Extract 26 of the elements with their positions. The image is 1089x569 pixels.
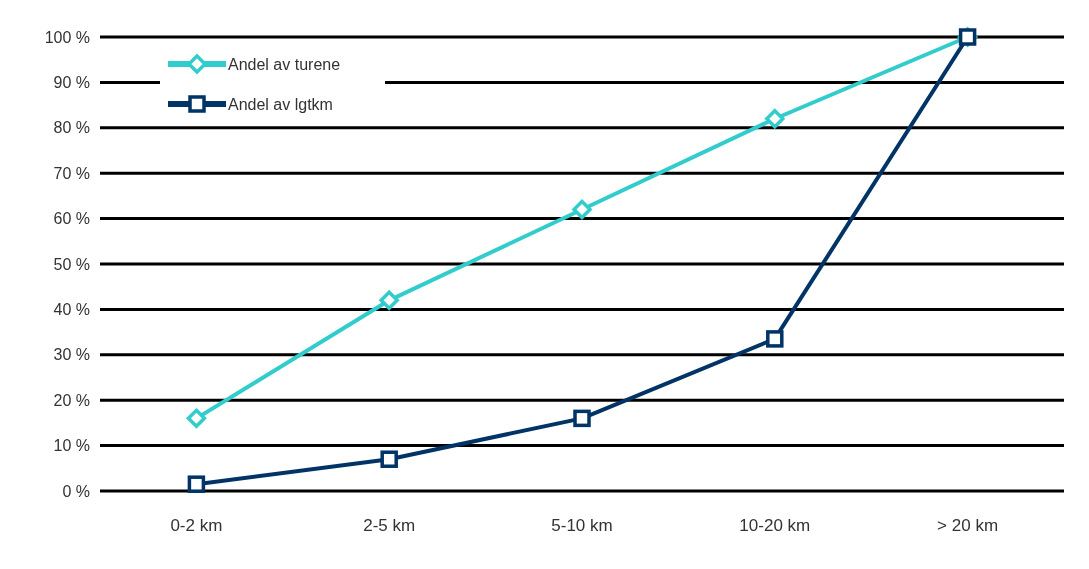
x-tick-label: > 20 km [937,516,999,535]
y-tick-label: 80 % [53,119,90,137]
legend-label: Andel av turene [228,55,341,73]
y-tick-label: 20 % [53,391,90,409]
x-tick-label: 0-2 km [170,516,223,535]
point [379,290,399,311]
point [380,450,398,468]
point [573,409,591,428]
point [766,330,784,348]
y-tick-label: 10 % [53,437,90,455]
point [186,408,207,429]
x-tick-label: 2-5 km [363,516,416,535]
point [765,108,785,129]
x-tick-label: 10-20 km [739,516,811,535]
y-tick-label: 90 % [53,74,90,91]
y-tick-label: 70 % [53,164,90,182]
y-tick-label: 60 % [53,210,90,228]
y-tick-label: 100 % [44,28,90,46]
y-tick-label: 50 % [53,255,90,273]
legend-label: Andel av lgtkm [228,95,333,113]
point [572,199,592,220]
y-tick-label: 30 % [53,346,90,364]
point [187,475,206,493]
x-tick-label: 5-10 km [551,516,613,535]
y-tick-label: 40 % [53,301,90,318]
y-tick-label: 0 % [62,482,90,500]
